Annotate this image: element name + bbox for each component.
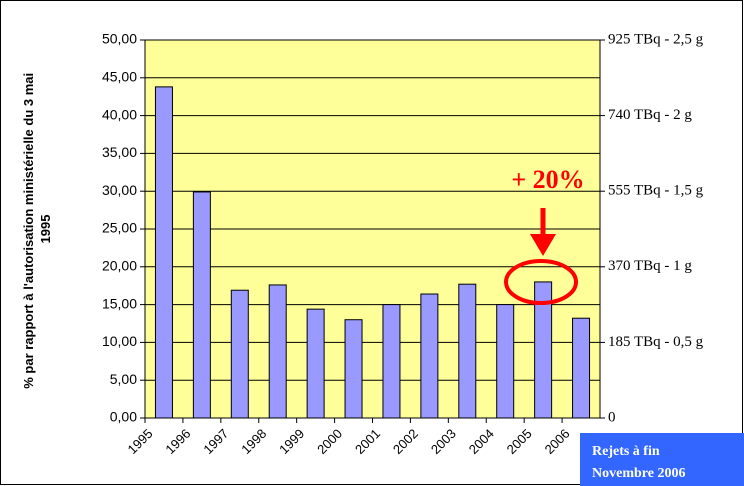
bar — [382, 304, 401, 419]
y-tick-label: 50,00 — [102, 31, 137, 47]
y-axis-label-line: % par rapport à l'autorisation ministéri… — [21, 73, 36, 389]
highlight-circle — [504, 259, 578, 305]
note-box — [580, 433, 744, 486]
bar — [572, 317, 591, 419]
y-tick-label: 30,00 — [102, 182, 137, 198]
bar — [496, 304, 515, 419]
y2-tick-label: 0 — [608, 409, 616, 425]
y-tick-label: 40,00 — [102, 106, 137, 122]
y-tick-label: 20,00 — [102, 258, 137, 274]
bar — [344, 319, 363, 419]
y2-tick-label: 740 TBq - 2 g — [608, 107, 692, 123]
y2-tick-label: 925 TBq - 2,5 g — [608, 31, 704, 47]
bar — [192, 191, 211, 419]
bar — [268, 284, 287, 419]
y-tick-label: 5,00 — [110, 371, 137, 387]
arrow-head — [530, 234, 556, 256]
note: Rejets à fin Novembre 2006 — [592, 444, 685, 481]
y-tick-label: 25,00 — [102, 220, 137, 236]
note-line: Novembre 2006 — [592, 466, 685, 481]
y-tick-label: 10,00 — [102, 333, 137, 349]
note-line: Rejets à fin — [592, 444, 660, 459]
bar — [458, 283, 477, 419]
y2-tick-label: 370 TBq - 1 g — [608, 258, 692, 274]
y2-tick-label: 555 TBq - 1,5 g — [608, 183, 704, 199]
bar — [306, 308, 325, 419]
annotation: + 20% — [511, 165, 584, 194]
y-tick-label: 35,00 — [102, 144, 137, 160]
y-axis-label-line: 1995 — [38, 215, 53, 244]
y2-tick-label: 185 TBq - 0,5 g — [608, 334, 704, 350]
bar — [154, 86, 173, 419]
y-tick-label: 45,00 — [102, 69, 137, 85]
y-axis-label: % par rapport à l'autorisation ministéri… — [21, 69, 53, 389]
bar — [230, 289, 249, 419]
y-tick-label: 0,00 — [110, 409, 137, 425]
bar — [420, 293, 439, 419]
y-tick-label: 15,00 — [102, 295, 137, 311]
